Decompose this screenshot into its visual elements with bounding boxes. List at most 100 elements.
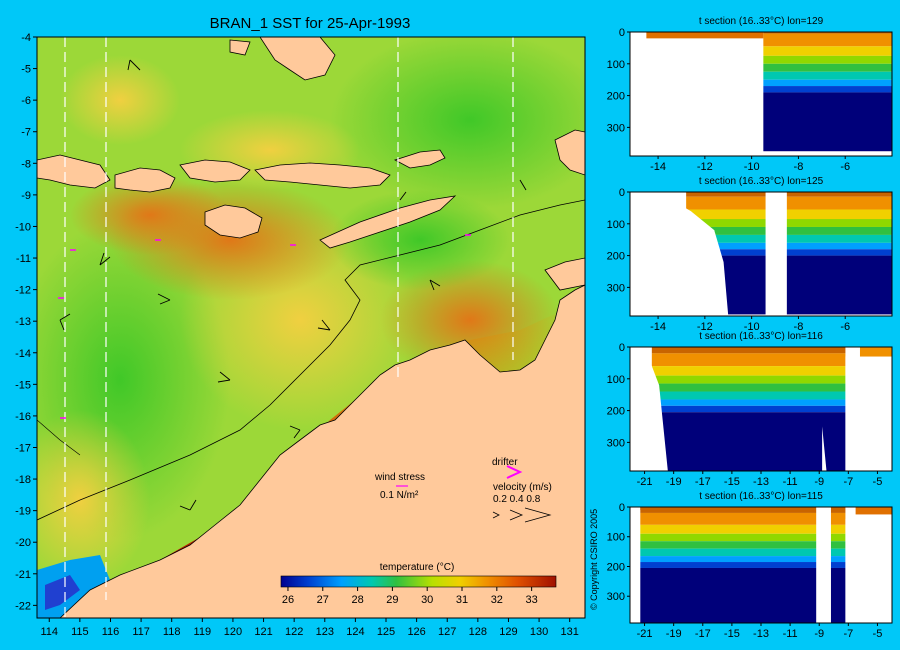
wind-stress-scale: 0.1 N/m² bbox=[380, 490, 419, 501]
section-y-tick-label: 300 bbox=[607, 591, 625, 603]
section-x-tick-label: -10 bbox=[744, 321, 760, 330]
map-title: BRAN_1 SST for 25-Apr-1993 bbox=[210, 15, 411, 32]
section-x-tick-label: -6 bbox=[840, 161, 850, 170]
section-temperature-band bbox=[651, 353, 846, 367]
map-y-tick-label: -12 bbox=[15, 285, 31, 297]
section-temperature-band bbox=[651, 399, 846, 406]
sst-map-chart: BRAN_1 SST for 25-Apr-1993 bbox=[15, 15, 586, 638]
colorbar-tick-label: 28 bbox=[351, 594, 363, 606]
temperature-colorbar bbox=[280, 575, 557, 588]
velocity-legend-arrows bbox=[492, 507, 552, 523]
section-x-tick-label: -10 bbox=[744, 161, 760, 170]
colorbar-tick-label: 32 bbox=[491, 594, 503, 606]
map-y-tick-label: -19 bbox=[15, 506, 31, 518]
section-temperature-band bbox=[830, 556, 846, 563]
colorbar-ticks: 26 27 28 29 30 31 32 33 bbox=[282, 587, 538, 606]
map-x-tick-label: 123 bbox=[316, 626, 334, 638]
section-land-mask bbox=[630, 347, 668, 471]
section-x-tick-label: -13 bbox=[753, 628, 769, 640]
section-x-tick-label: -21 bbox=[637, 476, 653, 485]
map-y-tick-label: -4 bbox=[21, 32, 31, 44]
section-temperature-band bbox=[686, 226, 766, 235]
section-y-tick-label: 200 bbox=[607, 91, 625, 103]
section-x-tick-label: -5 bbox=[873, 476, 883, 485]
map-y-tick-label: -17 bbox=[15, 442, 31, 454]
section-temperature-band bbox=[640, 512, 817, 525]
section-temperature-band bbox=[640, 567, 817, 623]
section-island-gap bbox=[765, 192, 787, 316]
map-y-tick-label: -21 bbox=[15, 569, 31, 581]
section-x-tick-label: -5 bbox=[873, 628, 883, 640]
section-x-tick-label: -11 bbox=[783, 476, 798, 485]
section-x-tick-label: -19 bbox=[666, 628, 682, 640]
section-temperature-band bbox=[763, 32, 892, 34]
section-temperature-band bbox=[786, 242, 892, 250]
section-x-tick-label: -15 bbox=[724, 628, 740, 640]
section-temperature-band bbox=[686, 234, 766, 243]
sumba-island bbox=[204, 204, 263, 239]
map-x-tick-label: 124 bbox=[346, 626, 364, 638]
section-temperature-band bbox=[686, 249, 766, 256]
section-x-tick-label: -15 bbox=[724, 476, 740, 485]
section-gap bbox=[822, 426, 827, 471]
map-y-tick-label: -6 bbox=[21, 95, 31, 107]
wind-stress-arrows bbox=[59, 59, 527, 511]
section-surface-layer bbox=[646, 32, 764, 39]
section-temperature-band bbox=[830, 541, 846, 549]
section-surface-layer bbox=[855, 507, 892, 515]
section-temperature-band bbox=[651, 405, 846, 413]
section-temperature-band bbox=[786, 226, 892, 235]
map-x-tick-label: 122 bbox=[285, 626, 303, 638]
map-x-tick-label: 118 bbox=[163, 626, 181, 638]
drifter-label: drifter bbox=[492, 457, 518, 468]
section-temperature-band bbox=[651, 412, 846, 471]
map-x-tick-label: 131 bbox=[561, 626, 579, 638]
sst-field bbox=[37, 37, 585, 618]
map-y-tick-label: -15 bbox=[15, 379, 31, 391]
section-temperature-band bbox=[651, 383, 846, 392]
map-y-tick-label: -22 bbox=[15, 600, 31, 612]
map-y-tick-label: -14 bbox=[15, 348, 31, 360]
velocity-values: 0.2 0.4 0.8 bbox=[493, 494, 541, 505]
section-temperature-band bbox=[640, 562, 817, 568]
section-temperature-band bbox=[640, 533, 817, 542]
section-x-tick-label: -6 bbox=[840, 321, 850, 330]
section-temperature-band bbox=[786, 196, 892, 210]
map-x-tick-label: 128 bbox=[469, 626, 487, 638]
section-y-tick-label: 0 bbox=[619, 187, 625, 199]
map-y-tick-label: -10 bbox=[15, 221, 31, 233]
section-y-tick-label: 200 bbox=[607, 561, 625, 573]
section-panel-lon115: t section (16..33°C) lon=115 0 100 200 300 -2… bbox=[607, 491, 893, 640]
velocity-label: velocity (m/s) bbox=[493, 482, 552, 493]
wind-stress-label: wind stress bbox=[374, 472, 425, 483]
map-y-ticks: -4 -5 -6 -7 -8 -9 -10 -11 -12 -13 -14 -15 -16 -17 -18 -… bbox=[15, 32, 37, 612]
java-land bbox=[37, 154, 111, 189]
section-land-mask bbox=[630, 192, 729, 316]
map-y-tick-label: -13 bbox=[15, 316, 31, 328]
section-temperature-band bbox=[763, 86, 892, 93]
section-x-tick-label: -19 bbox=[666, 476, 682, 485]
section-x-tick-label: -7 bbox=[843, 476, 853, 485]
section-x-tick-label: -12 bbox=[697, 321, 713, 330]
colorbar-tick-label: 31 bbox=[456, 594, 468, 606]
sulawesi-land bbox=[229, 37, 336, 81]
section-y-tick-label: 100 bbox=[607, 374, 625, 386]
section-temperature-band bbox=[786, 192, 892, 197]
section-x-tick-label: -21 bbox=[637, 628, 653, 640]
drifter-legend-arrow bbox=[506, 465, 523, 479]
section-x-tick-label: -9 bbox=[814, 476, 824, 485]
section-y-tick-label: 300 bbox=[607, 122, 625, 134]
section-x-tick-label: -17 bbox=[695, 476, 711, 485]
section-x-tick-label: -11 bbox=[783, 628, 798, 640]
map-x-tick-label: 121 bbox=[254, 626, 272, 638]
copyright-block: © Copyright CSIRO 2005 bbox=[589, 509, 599, 610]
section-frame bbox=[629, 191, 893, 317]
section-land-mask bbox=[630, 39, 759, 156]
section-land-mask bbox=[630, 507, 641, 623]
map-y-tick-label: -16 bbox=[15, 411, 31, 423]
map-x-tick-label: 119 bbox=[194, 626, 212, 638]
map-x-tick-label: 125 bbox=[377, 626, 395, 638]
map-y-tick-label: -8 bbox=[21, 158, 31, 170]
section-y-tick-label: 0 bbox=[619, 502, 625, 514]
drifter-marks bbox=[58, 234, 471, 419]
